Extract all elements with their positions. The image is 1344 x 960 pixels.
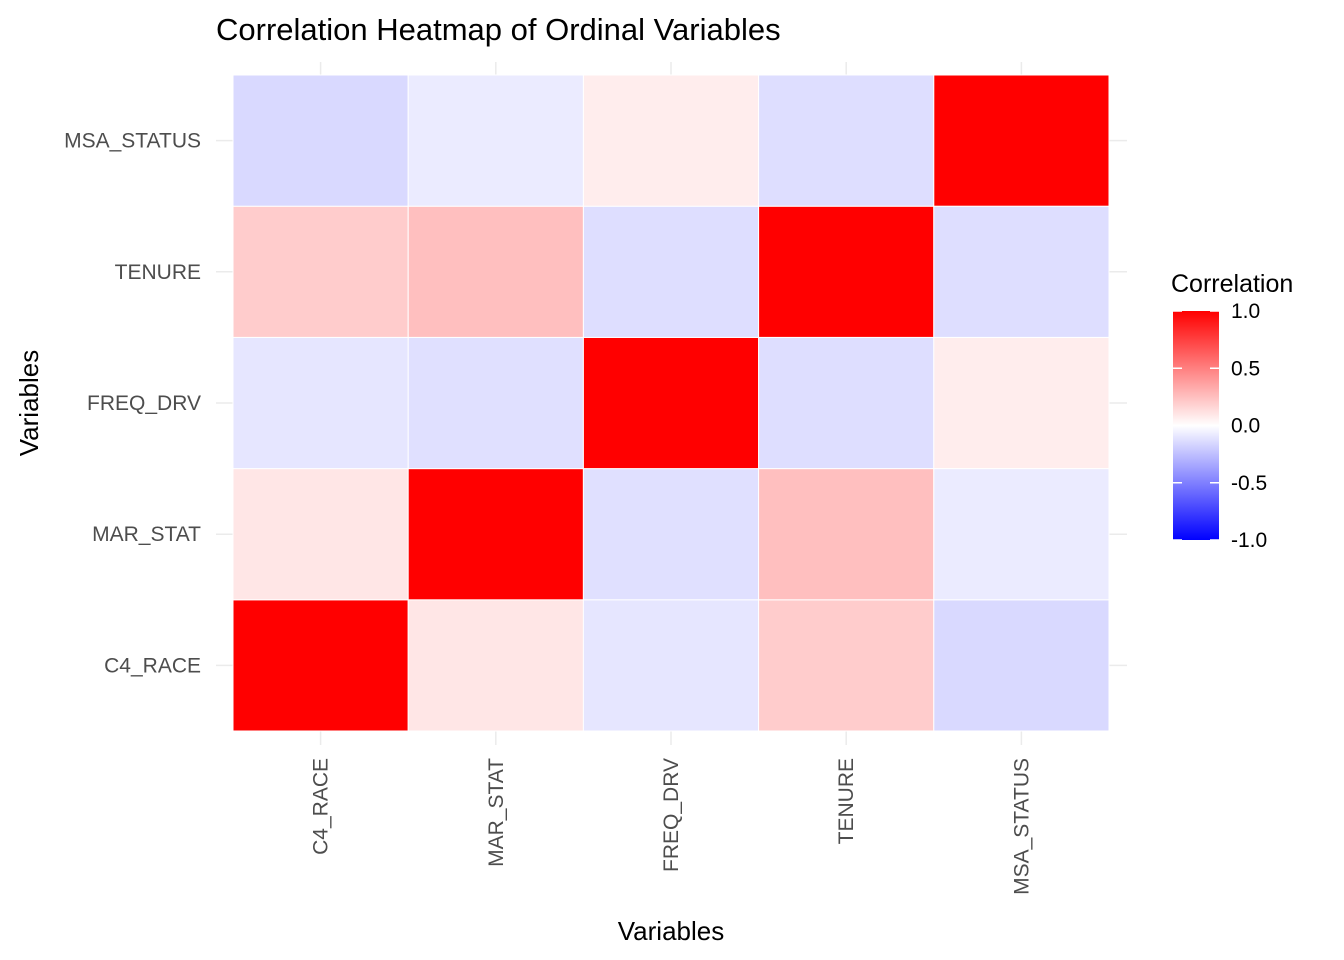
y-tick-label: MAR_STAT — [92, 523, 201, 546]
legend-ticks: 1.0 0.5 0.0 -0.5 -1.0 — [1173, 300, 1267, 552]
heatmap-cell — [582, 74, 760, 207]
y-tick-label: FREQ_DRV — [87, 392, 201, 415]
heatmap-cell — [933, 599, 1110, 732]
heatmap-cell — [758, 336, 935, 470]
y-tick-label: TENURE — [115, 261, 201, 284]
legend-tick-label: -1.0 — [1231, 529, 1267, 552]
heatmap-cell — [407, 205, 584, 338]
heatmap-cell — [758, 205, 935, 338]
heatmap-cell — [933, 468, 1110, 601]
heatmap-tiles — [232, 74, 1110, 732]
heatmap-cell — [407, 599, 584, 732]
heatmap-cell — [933, 205, 1110, 338]
heatmap-cell — [232, 74, 409, 207]
heatmap-cell — [582, 205, 760, 338]
legend-title: Correlation — [1171, 270, 1293, 298]
heatmap-cell — [232, 599, 409, 732]
heatmap-cell — [933, 74, 1110, 207]
chart-title: Correlation Heatmap of Ordinal Variables — [216, 12, 781, 47]
heatmap-cell — [407, 336, 584, 470]
heatmap-cell — [758, 599, 935, 732]
y-tick-label: MSA_STATUS — [64, 130, 201, 153]
heatmap-cell — [933, 336, 1110, 470]
y-axis-ticks: C4_RACE MAR_STAT FREQ_DRV TENURE MSA_STATUS — [64, 130, 201, 678]
heatmap-cell — [582, 336, 760, 470]
heatmap-cell — [232, 468, 409, 601]
legend-tick-label: -0.5 — [1231, 472, 1267, 495]
y-axis-title: Variables — [14, 350, 44, 456]
legend-tick-label: 1.0 — [1231, 300, 1260, 323]
x-tick-label: MSA_STATUS — [1010, 758, 1033, 895]
x-tick-label: MAR_STAT — [485, 758, 508, 867]
heatmap-cell — [758, 468, 935, 601]
heatmap-cell — [407, 468, 584, 601]
legend-tick-label: 0.5 — [1231, 357, 1260, 380]
heatmap-cell — [232, 205, 409, 338]
heatmap-cell — [582, 599, 760, 732]
x-axis-title: Variables — [618, 916, 724, 946]
x-tick-label: TENURE — [835, 758, 858, 844]
heatmap-cell — [407, 74, 584, 207]
x-tick-label: C4_RACE — [310, 758, 333, 855]
heatmap-cell — [232, 336, 409, 470]
legend-tick-label: 0.0 — [1231, 415, 1260, 438]
y-tick-label: C4_RACE — [104, 654, 201, 677]
x-axis-ticks: C4_RACE MAR_STAT FREQ_DRV TENURE MSA_STATUS — [310, 758, 1034, 895]
legend: Correlation 1.0 0.5 0.0 -0.5 -1.0 — [1171, 270, 1293, 552]
heatmap-cell — [758, 74, 935, 207]
x-tick-label: FREQ_DRV — [660, 758, 683, 872]
heatmap-cell — [582, 468, 760, 601]
